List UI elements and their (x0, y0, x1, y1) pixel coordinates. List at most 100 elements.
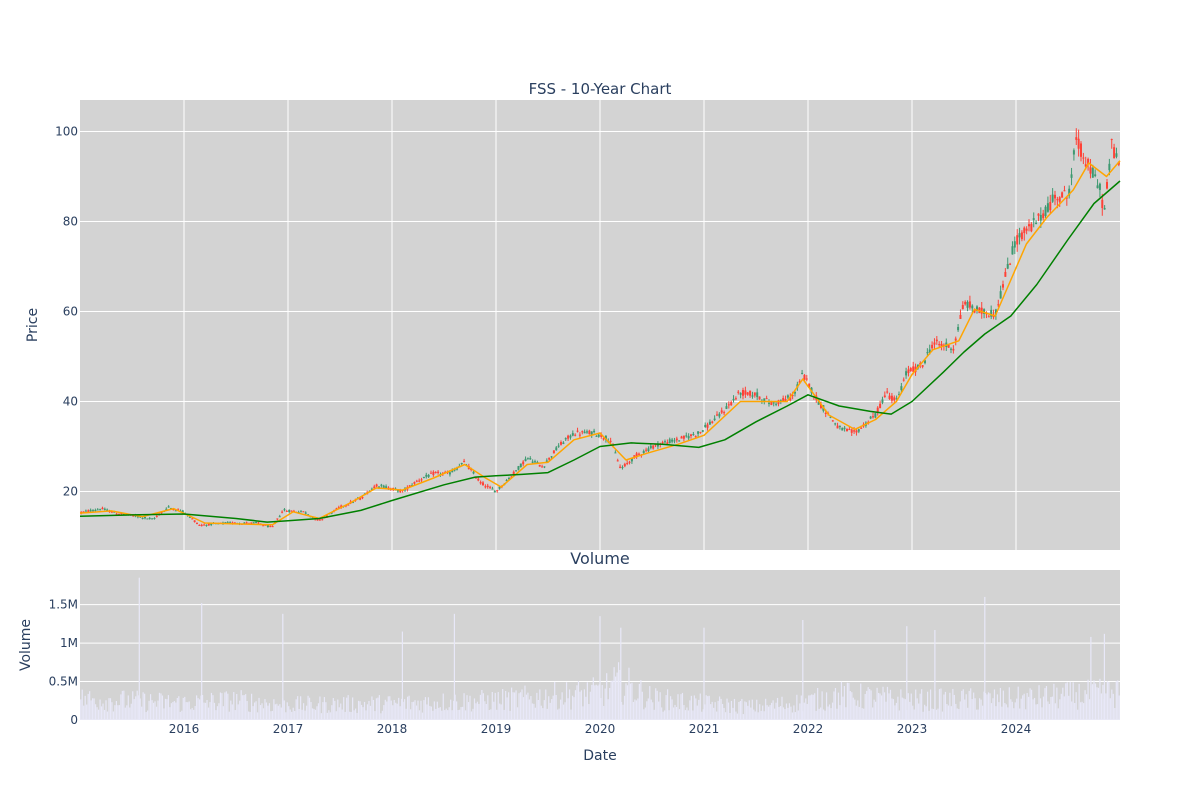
volume-bar (196, 695, 198, 720)
candle-body (926, 352, 929, 354)
volume-bar (313, 708, 315, 720)
volume-bar (199, 699, 201, 720)
volume-bar (980, 699, 982, 720)
candle-body (597, 434, 600, 437)
candle-body (758, 396, 761, 400)
volume-bar (1118, 695, 1120, 720)
volume-bar (111, 702, 113, 720)
volume-bar (438, 707, 440, 720)
candle-body (824, 412, 827, 414)
volume-bar (1048, 703, 1051, 720)
candle-body (1113, 147, 1116, 159)
volume-bar (938, 689, 941, 720)
candle-body (763, 398, 766, 402)
volume-bar (855, 705, 857, 720)
volume-bar (794, 712, 796, 720)
volume-bar (958, 709, 960, 720)
volume-bar (280, 707, 282, 720)
volume-bar (253, 702, 256, 720)
volume-bar (1042, 696, 1045, 720)
volume-bar (622, 704, 624, 720)
volume-bar (1019, 708, 1021, 720)
volume-bar (442, 693, 444, 720)
candle-body (602, 438, 605, 440)
candle-body (482, 482, 484, 485)
volume-bar (213, 702, 216, 720)
volume-bar (1033, 697, 1036, 720)
candle-body (784, 399, 787, 401)
volume-bar (790, 706, 792, 720)
volume-bar (1047, 701, 1049, 720)
candle-body (380, 484, 383, 486)
volume-bar (696, 705, 698, 720)
volume-bar (295, 699, 297, 720)
candle-body (262, 525, 265, 527)
candle-body (545, 460, 548, 462)
price-y-tick-label: 100 (55, 125, 78, 139)
volume-bar (711, 701, 713, 720)
candle-body (905, 371, 908, 376)
candle-body (82, 511, 85, 513)
volume-bar (695, 698, 697, 720)
candle-body (1070, 174, 1073, 178)
candle-body (704, 424, 707, 427)
volume-bar (264, 699, 266, 720)
volume-bar (655, 688, 657, 720)
volume-bar (721, 703, 724, 720)
volume-bar (518, 693, 520, 720)
candle-body (1065, 197, 1068, 199)
volume-bar (1117, 680, 1119, 720)
volume-bar (1090, 636, 1092, 720)
volume-bar (1077, 709, 1079, 720)
volume-bar (485, 703, 487, 720)
volume-bar (212, 695, 214, 720)
volume-bar (155, 706, 158, 720)
volume-bar (570, 709, 572, 720)
candle-body (243, 522, 246, 524)
volume-bar (120, 694, 122, 720)
volume-bar (913, 709, 915, 720)
volume-bar (713, 707, 715, 720)
volume-bar (109, 698, 112, 720)
volume-bar (93, 698, 95, 720)
volume-bar (765, 698, 767, 720)
candle-body (432, 471, 435, 476)
volume-bar (491, 691, 493, 720)
volume-bar (545, 689, 547, 720)
volume-bar (1094, 683, 1097, 720)
volume-bar (889, 689, 892, 720)
volume-bar (863, 708, 865, 720)
volume-bar (805, 698, 807, 720)
volume-bar (488, 710, 490, 720)
candle-body (994, 309, 997, 315)
volume-bar (401, 631, 403, 720)
volume-bar (782, 707, 785, 720)
volume-bar (144, 693, 146, 720)
volume-bar (218, 703, 220, 720)
volume-bar (152, 702, 155, 720)
candle-body (1103, 208, 1106, 210)
volume-bar (867, 687, 869, 720)
volume-bar (870, 690, 872, 720)
candle-body (115, 513, 118, 515)
volume-bar (106, 711, 109, 720)
candle-body (448, 472, 451, 475)
volume-bar (148, 700, 150, 720)
volume-bar (748, 700, 750, 720)
volume-bar (190, 709, 192, 720)
volume-bar (86, 704, 88, 720)
volume-bar (97, 709, 100, 720)
volume-bar (898, 710, 900, 720)
volume-bar (337, 699, 339, 720)
candle-body (1075, 137, 1078, 140)
candle-body (311, 517, 314, 519)
volume-bar (744, 701, 746, 720)
volume-bar (797, 710, 799, 720)
candle-body (106, 509, 109, 511)
candle-body (541, 466, 544, 468)
volume-bar (372, 699, 375, 720)
volume-bar (678, 709, 681, 720)
candle-body (136, 516, 139, 518)
candle-body (1084, 164, 1087, 167)
